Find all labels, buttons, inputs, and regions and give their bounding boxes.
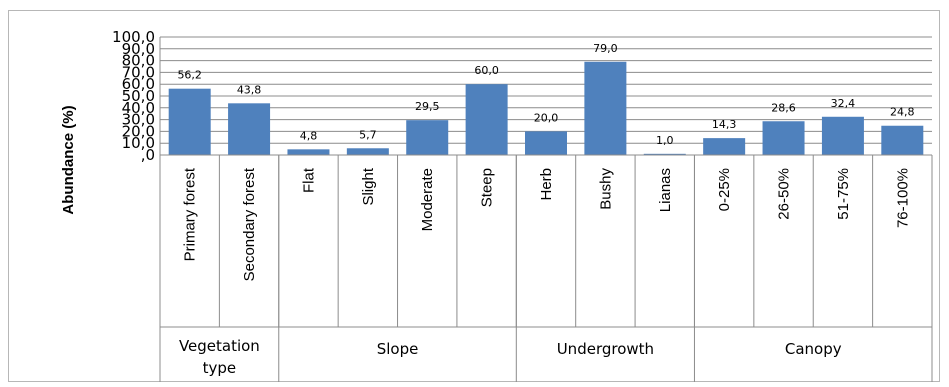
y-tick-label: 50,0 bbox=[122, 87, 155, 105]
y-tick-label: 90,0 bbox=[122, 40, 155, 58]
data-label: 24,8 bbox=[890, 106, 915, 119]
y-tick-label: 30,0 bbox=[122, 111, 155, 129]
data-label: 1,0 bbox=[656, 134, 674, 147]
data-label: 29,5 bbox=[415, 100, 440, 113]
bar bbox=[762, 121, 805, 155]
data-label: 4,8 bbox=[300, 129, 318, 142]
category-label: 76-100% bbox=[894, 168, 911, 228]
y-tick-label: ,0 bbox=[141, 146, 155, 164]
category-label: 0-25% bbox=[716, 168, 733, 211]
data-label: 32,4 bbox=[831, 97, 856, 110]
data-label: 20,0 bbox=[534, 111, 559, 124]
group-label: type bbox=[203, 359, 237, 377]
category-label: Slight bbox=[360, 167, 377, 205]
bar bbox=[168, 88, 211, 155]
data-label: 43,8 bbox=[237, 83, 262, 96]
bar bbox=[703, 138, 746, 155]
bar bbox=[525, 131, 567, 155]
category-label: Bushy bbox=[597, 168, 614, 210]
group-label: Canopy bbox=[785, 340, 842, 358]
group-label: Slope bbox=[377, 340, 419, 358]
bar bbox=[881, 125, 924, 155]
group-label: Vegetation bbox=[179, 337, 260, 355]
data-label: 60,0 bbox=[474, 64, 499, 77]
category-label: Flat bbox=[300, 167, 317, 193]
data-label: 56,2 bbox=[177, 69, 202, 82]
bar bbox=[465, 84, 508, 155]
bar bbox=[346, 148, 389, 155]
category-label: Lianas bbox=[657, 168, 674, 212]
bar bbox=[643, 153, 686, 155]
data-label: 14,3 bbox=[712, 118, 737, 131]
category-label: Steep bbox=[479, 168, 496, 207]
y-tick-label: 80,0 bbox=[122, 52, 155, 70]
category-label: Moderate bbox=[419, 168, 436, 231]
data-label: 5,7 bbox=[359, 128, 377, 141]
y-tick-label: 20,0 bbox=[122, 122, 155, 140]
bar bbox=[287, 149, 330, 155]
category-label: Primary forest bbox=[182, 167, 199, 261]
bar bbox=[406, 120, 449, 155]
category-label: Herb bbox=[538, 168, 555, 201]
category-label: 51-75% bbox=[835, 168, 852, 220]
category-label: 26-50% bbox=[776, 168, 793, 220]
bar bbox=[228, 103, 271, 155]
group-label: Undergrowth bbox=[557, 340, 654, 358]
category-label: Secondary forest bbox=[241, 167, 258, 281]
bars bbox=[168, 61, 924, 155]
bar bbox=[821, 116, 864, 155]
data-label: 79,0 bbox=[593, 42, 618, 55]
y-tick-label: 100,0 bbox=[112, 28, 155, 46]
y-tick-label: 70,0 bbox=[122, 63, 155, 81]
labels: 100,090,080,070,060,050,040,030,020,010,… bbox=[112, 28, 915, 377]
y-tick-label: 10,0 bbox=[122, 134, 155, 152]
data-label: 28,6 bbox=[771, 101, 796, 114]
y-axis-label: Abundance (%) bbox=[60, 105, 77, 214]
axes bbox=[159, 37, 933, 382]
bar bbox=[584, 61, 627, 155]
gridlines bbox=[160, 36, 932, 144]
y-tick-label: 40,0 bbox=[122, 99, 155, 117]
y-tick-label: 60,0 bbox=[122, 75, 155, 93]
